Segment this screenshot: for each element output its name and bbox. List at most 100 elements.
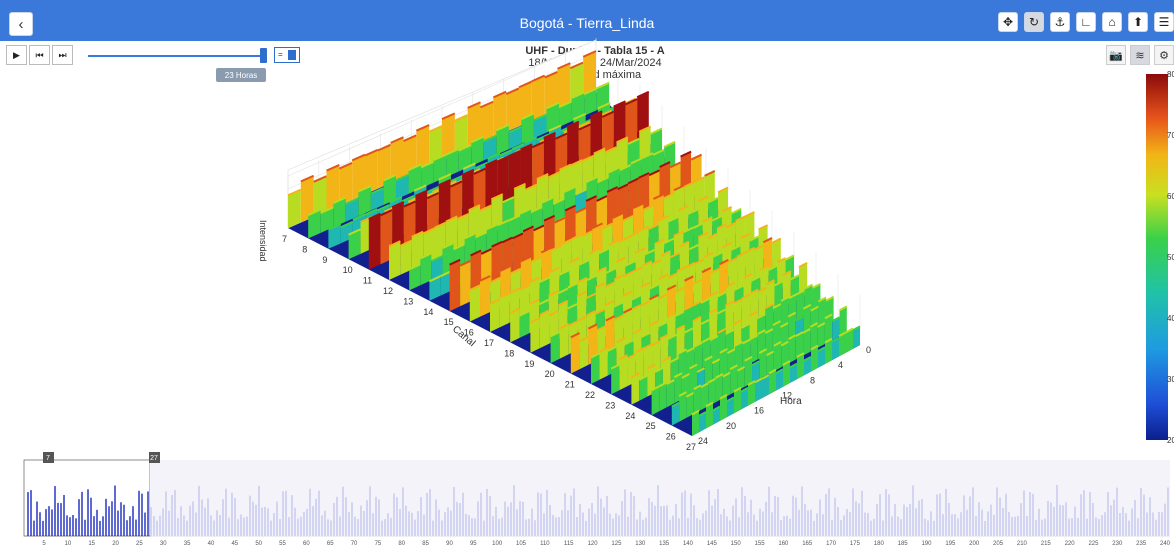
ridge-top bbox=[697, 195, 709, 203]
rotate-icon[interactable]: ↻ bbox=[1024, 12, 1044, 32]
camera-icon[interactable]: 📷 bbox=[1106, 45, 1126, 65]
ridge-top bbox=[758, 348, 768, 354]
canal-tick: 27 bbox=[686, 442, 696, 452]
ridge-top bbox=[575, 207, 587, 214]
ridge-top bbox=[773, 341, 782, 347]
ridge-segment bbox=[795, 332, 804, 360]
ridge-segment bbox=[797, 353, 804, 380]
ridge-top bbox=[673, 184, 685, 192]
hour-tooltip: 23 Horas bbox=[216, 68, 266, 82]
ridge-top bbox=[453, 243, 466, 251]
home-icon[interactable]: ⌂ bbox=[1102, 12, 1122, 32]
layers-icon[interactable]: ≋ bbox=[1130, 45, 1150, 65]
slider-thumb[interactable] bbox=[260, 48, 267, 63]
ridge-top bbox=[653, 193, 665, 200]
ridge-segment bbox=[706, 402, 713, 429]
ridge-top bbox=[721, 241, 732, 249]
canal-tick: 20 bbox=[545, 369, 555, 379]
ridge-top bbox=[536, 133, 550, 141]
ridge-top bbox=[725, 221, 737, 229]
ridge-top bbox=[467, 101, 481, 109]
axis-icon[interactable]: ∟ bbox=[1076, 12, 1096, 32]
ridge-segment bbox=[783, 361, 790, 387]
ridge-segment bbox=[530, 318, 540, 353]
ridge-top bbox=[577, 276, 588, 284]
ridge-top bbox=[638, 125, 652, 133]
ridge-top bbox=[663, 192, 675, 200]
slider-mode-toggle[interactable]: = bbox=[274, 47, 300, 63]
ridge-segment bbox=[744, 356, 753, 387]
ridge-segment bbox=[708, 378, 716, 407]
ridge-segment bbox=[333, 197, 346, 228]
ridge-top bbox=[326, 164, 340, 172]
ridge-segment bbox=[824, 314, 833, 345]
hist-tick: 10 bbox=[65, 541, 72, 546]
ridge-segment bbox=[490, 299, 500, 332]
ridge-top bbox=[518, 80, 533, 89]
hist-tick: 230 bbox=[1112, 541, 1123, 546]
ridge-top bbox=[787, 334, 797, 340]
step-back-button[interactable]: ⏮ bbox=[29, 45, 50, 65]
ridge-top bbox=[627, 353, 637, 360]
ridge-top bbox=[571, 91, 585, 99]
ridge-segment bbox=[748, 381, 755, 406]
ridge-top bbox=[401, 194, 415, 203]
ridge-segment bbox=[699, 412, 706, 433]
ridge-top bbox=[567, 303, 578, 310]
ridge-segment bbox=[750, 335, 758, 364]
ridge-top bbox=[619, 164, 632, 171]
ridge-segment bbox=[741, 294, 751, 328]
ridge-top bbox=[780, 322, 789, 328]
hist-tick: 195 bbox=[945, 541, 956, 546]
canal-tick: 21 bbox=[565, 380, 575, 390]
ridge-top bbox=[428, 275, 441, 283]
ridge-top bbox=[307, 208, 322, 217]
upload-icon[interactable]: ⬆ bbox=[1128, 12, 1148, 32]
channel-ridge bbox=[408, 140, 676, 291]
ridge-segment bbox=[416, 125, 430, 172]
ridge-top bbox=[596, 266, 607, 273]
play-button[interactable]: ▶ bbox=[6, 45, 27, 65]
hist-tick: 5 bbox=[42, 541, 46, 546]
hist-tick: 20 bbox=[112, 541, 119, 546]
ridge-top bbox=[411, 230, 424, 238]
ridge-top bbox=[817, 296, 827, 303]
ridge-top bbox=[757, 286, 767, 293]
ridge-top bbox=[581, 230, 593, 237]
ridge-top bbox=[608, 239, 620, 246]
ridge-top bbox=[796, 352, 805, 358]
step-forward-button[interactable]: ⏭ bbox=[52, 45, 73, 65]
ridge-top bbox=[596, 195, 608, 202]
channel-ridge bbox=[671, 305, 848, 426]
hist-tick: 130 bbox=[635, 541, 646, 546]
range-selector[interactable]: 7 27 5 10 15 20 25 30 35 40 45 50 55 60 65 70 75 80 85 90 95… bbox=[0, 452, 1174, 546]
ridge-top bbox=[558, 269, 570, 276]
channel-ridge bbox=[691, 325, 861, 436]
back-button[interactable]: ‹ bbox=[9, 12, 33, 36]
ridge-top bbox=[678, 348, 687, 355]
ridge-top bbox=[725, 281, 736, 288]
ridge-top bbox=[677, 204, 689, 212]
ridge-top bbox=[442, 242, 454, 250]
ridge-segment bbox=[709, 308, 718, 345]
range-start-handle[interactable] bbox=[43, 452, 54, 463]
ridge-top bbox=[596, 81, 610, 90]
ridge-top bbox=[376, 203, 391, 212]
ridge-top bbox=[569, 61, 584, 70]
ridge-top bbox=[634, 247, 646, 254]
canal-tick: 13 bbox=[403, 296, 413, 306]
ridge-top bbox=[496, 155, 510, 163]
hour-slider[interactable]: = bbox=[84, 44, 302, 66]
ridge-top bbox=[364, 208, 378, 216]
ridge-top bbox=[497, 219, 510, 227]
anchor-icon[interactable]: ⚓ bbox=[1050, 12, 1070, 32]
ridge-top bbox=[691, 409, 700, 416]
ridge-segment bbox=[741, 387, 748, 410]
range-end-handle[interactable] bbox=[149, 452, 160, 463]
ridge-segment bbox=[765, 304, 774, 336]
ridge-top bbox=[749, 310, 758, 317]
ridge-segment bbox=[345, 198, 359, 222]
move-icon[interactable]: ✥ bbox=[998, 12, 1018, 32]
ridge-segment bbox=[559, 101, 572, 127]
